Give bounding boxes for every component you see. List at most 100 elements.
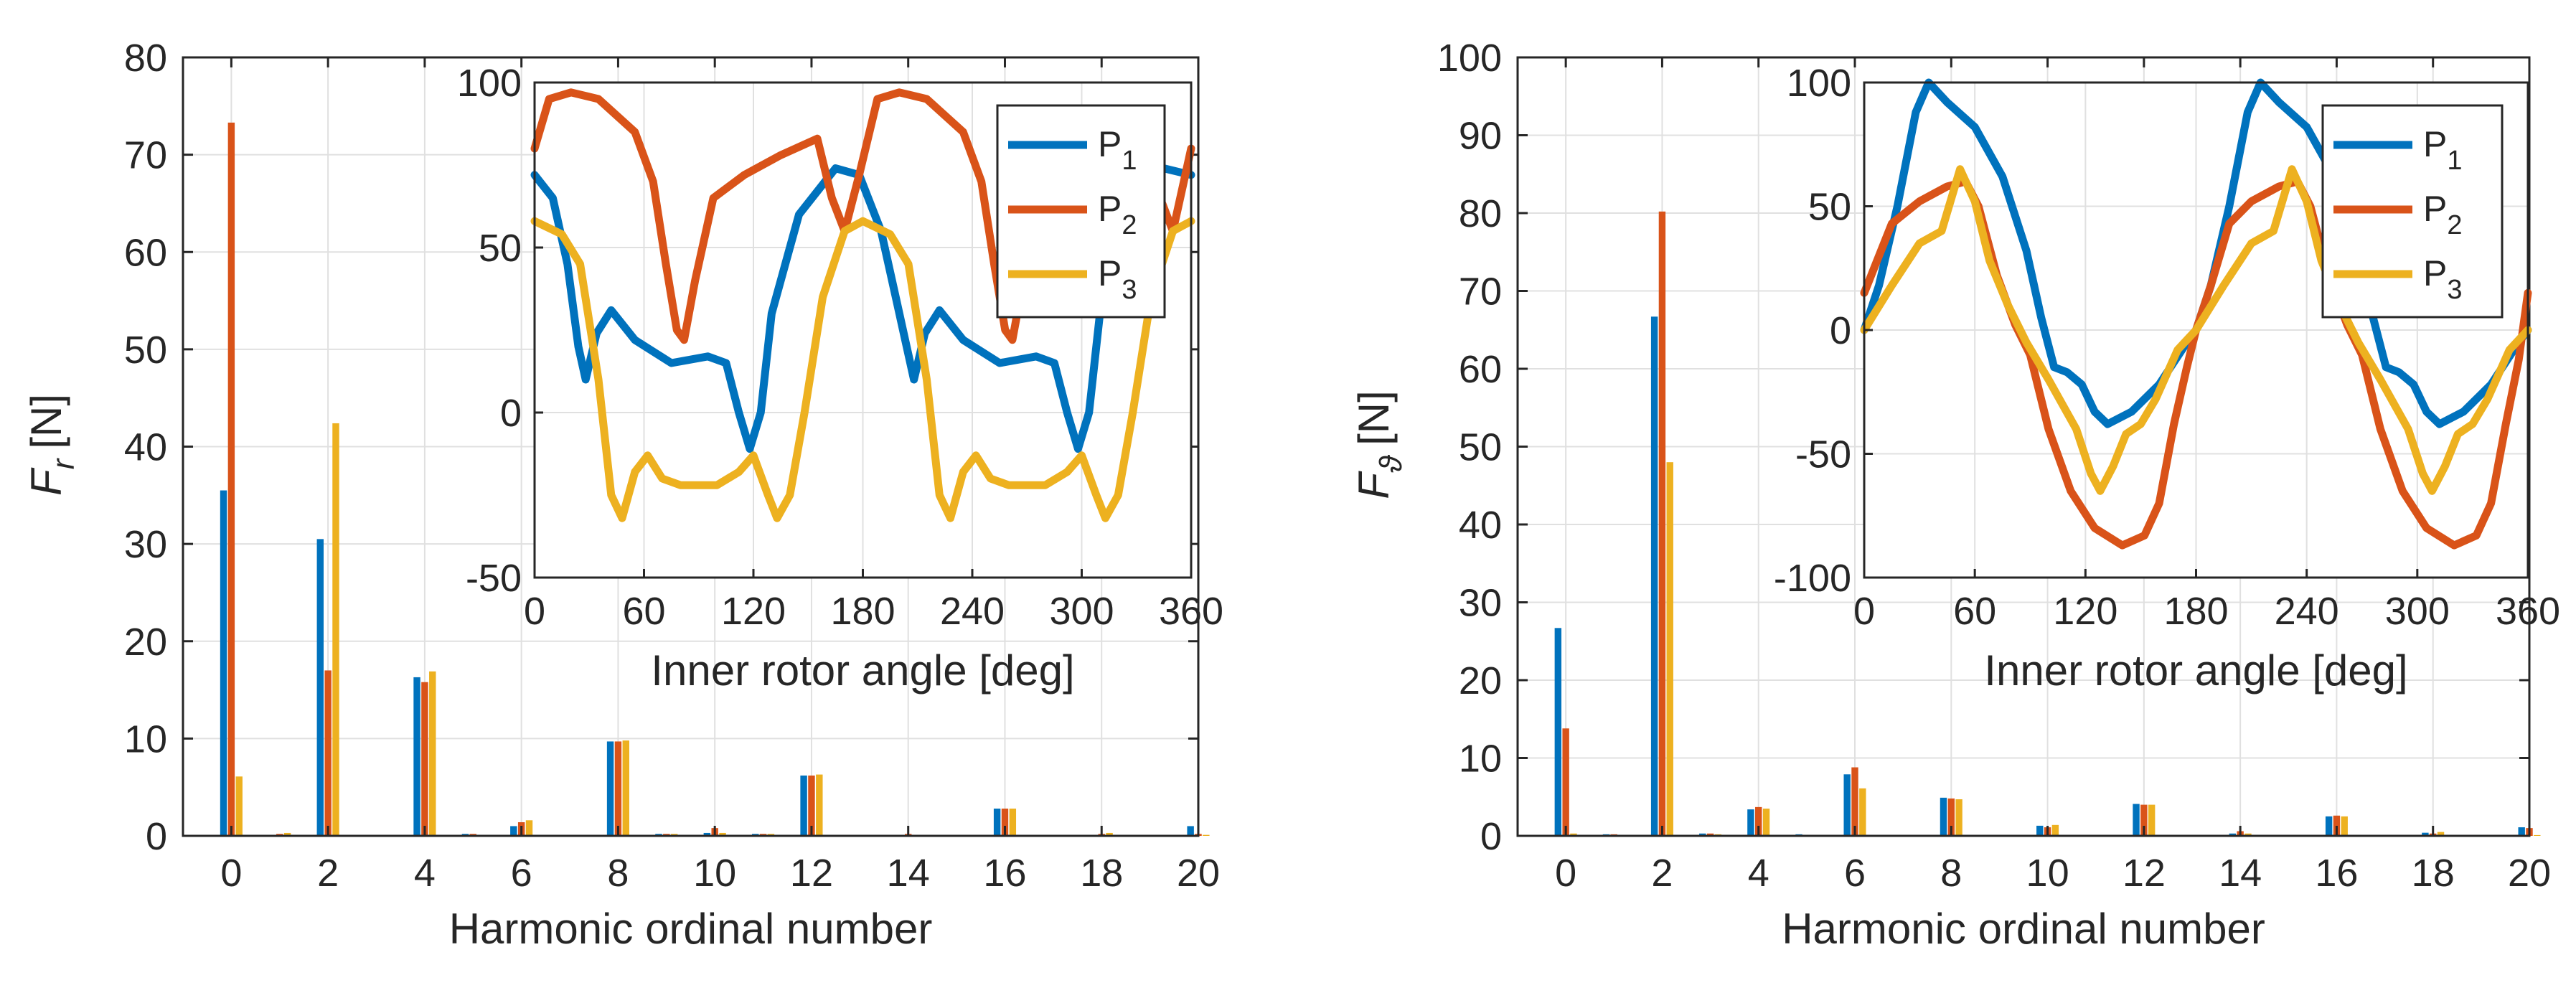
- inset-x-axis-label: Inner rotor angle [deg]: [651, 646, 1074, 695]
- inset-y-tick-label: 100: [457, 62, 522, 105]
- legend-label-p2: P2: [1098, 189, 1137, 240]
- y-axis-label-unit: [N]: [1350, 390, 1398, 446]
- y-axis-label: Fr [N]: [22, 394, 81, 496]
- x-tick-label: 12: [2123, 852, 2166, 895]
- legend-label-p1: P1: [1098, 124, 1137, 176]
- x-tick-label: 16: [2315, 852, 2358, 895]
- bar-p2-h12: [808, 775, 815, 836]
- legend-label-p3: P3: [1098, 253, 1137, 305]
- y-tick-label: 70: [1459, 270, 1502, 314]
- inset-line-chart: 0 60 120 180 240 300 360 -100 -50 0 50 100 Inner rot…: [1774, 62, 2560, 695]
- legend-label-main: P: [2423, 124, 2447, 164]
- legend-label-subscript: 3: [2447, 275, 2462, 305]
- inset-y-tick-label: 0: [500, 392, 522, 435]
- x-tick-label: 12: [790, 852, 833, 895]
- bar-p2-h2: [1658, 211, 1666, 837]
- bar-p3-h0: [1570, 833, 1577, 836]
- inset-x-tick-label: 300: [1049, 590, 1114, 633]
- bar-p3-h12: [816, 774, 823, 836]
- bar-p3-h10: [719, 832, 726, 836]
- x-tick-label: 14: [887, 852, 930, 895]
- x-tick-label: 6: [1844, 852, 1866, 895]
- bar-p1-h20: [1187, 826, 1194, 836]
- bar-p1-h0: [1554, 628, 1562, 836]
- x-tick-label: 0: [220, 852, 242, 895]
- legend-label-main: P: [2423, 253, 2447, 293]
- y-tick-label: 60: [124, 231, 167, 274]
- x-tick-label: 8: [607, 852, 629, 895]
- inset-x-tick-label: 180: [2163, 590, 2228, 633]
- bar-p1-h2: [316, 539, 324, 836]
- bar-p2-h8: [614, 741, 622, 836]
- bar-p1-h10: [2036, 825, 2044, 836]
- bar-p2-h16: [2333, 815, 2341, 836]
- legend-label-p1: P1: [2423, 124, 2463, 176]
- inset-x-axis-label: Inner rotor angle [deg]: [1984, 646, 2407, 695]
- inset-x-tick-label: 0: [524, 590, 545, 633]
- bar-p3-h20: [1203, 834, 1210, 836]
- bar-p2-h0: [1562, 728, 1569, 836]
- bar-p1-h6: [510, 826, 517, 836]
- inset-legend: P1 P2 P3: [996, 104, 1166, 319]
- bar-p1-h3: [1699, 833, 1706, 836]
- bar-p3-h2: [332, 423, 339, 836]
- x-tick-label: 18: [2412, 852, 2455, 895]
- legend-label-subscript: 1: [2447, 146, 2462, 176]
- y-tick-label: 50: [124, 329, 167, 372]
- x-tick-label: 4: [414, 852, 436, 895]
- x-tick-label: 18: [1080, 852, 1123, 895]
- x-axis-label: Harmonic ordinal number: [449, 905, 933, 953]
- y-tick-label: 70: [124, 134, 167, 177]
- y-axis-label: Fϑ [N]: [1350, 390, 1409, 499]
- bar-p3-h16: [2341, 816, 2348, 836]
- legend-label-p3: P3: [2423, 253, 2463, 305]
- x-axis-label: Harmonic ordinal number: [1782, 905, 2265, 953]
- inset-x-tick-label: 60: [622, 590, 665, 633]
- bar-p1-h14: [2229, 833, 2237, 836]
- y-tick-label: 0: [146, 815, 167, 858]
- bar-p1-h20: [2518, 827, 2525, 836]
- y-tick-label: 40: [1459, 504, 1502, 547]
- inset-series-line-p3: [530, 217, 1195, 522]
- inset-y-tick-label: 50: [1808, 186, 1851, 229]
- bar-p3-h8: [1955, 799, 1962, 836]
- inset-x-tick-label: 60: [1953, 590, 1996, 633]
- bar-p3-h0: [235, 776, 243, 836]
- inset-x-tick-label: 300: [2385, 590, 2450, 633]
- bar-p3-h4: [429, 671, 436, 836]
- bar-p3-h18: [1106, 832, 1113, 836]
- inset-y-tick-label: 0: [1830, 309, 1851, 352]
- y-tick-label: 20: [124, 621, 167, 664]
- y-tick-label: 10: [124, 717, 167, 761]
- legend-label-subscript: 2: [1122, 210, 1137, 240]
- y-tick-label: 10: [1459, 738, 1502, 781]
- bar-p3-h14: [2244, 833, 2252, 836]
- x-tick-label: 4: [1748, 852, 1769, 895]
- y-tick-label: 60: [1459, 348, 1502, 391]
- bar-p3-h6: [525, 820, 533, 836]
- x-tick-label: 16: [983, 852, 1026, 895]
- bar-p3-h20: [2534, 834, 2541, 836]
- inset-y-tick-label: -100: [1774, 557, 1851, 600]
- inset-x-tick-label: 360: [2496, 590, 2560, 633]
- chart-panel-right: 0 2 4 6 8 10 12 14 16 18 200102030405060708090100H…: [1350, 37, 2560, 953]
- y-tick-label: 30: [124, 523, 167, 566]
- bar-p3-h10: [2051, 824, 2059, 836]
- bar-p3-h12: [2148, 804, 2156, 836]
- inset-x-tick-label: 240: [940, 590, 1005, 633]
- x-tick-label: 10: [2026, 852, 2069, 895]
- bar-p1-h8: [1940, 797, 1947, 836]
- y-axis-label-subscript: r: [46, 457, 81, 469]
- y-axis-label-subscript: ϑ: [1373, 454, 1409, 473]
- y-tick-label: 20: [1459, 659, 1502, 702]
- y-axis-label-main: F: [22, 467, 70, 496]
- chart-panel-left: 0 2 4 6 8 10 12 14 16 18 2001020304050607080Harmon…: [22, 37, 1223, 953]
- x-tick-label: 8: [1940, 852, 1962, 895]
- x-tick-label: 0: [1555, 852, 1576, 895]
- inset-series-line-p3: [1860, 165, 2532, 495]
- bar-p3-h4: [1762, 809, 1770, 836]
- bar-p2-h8: [1947, 798, 1955, 836]
